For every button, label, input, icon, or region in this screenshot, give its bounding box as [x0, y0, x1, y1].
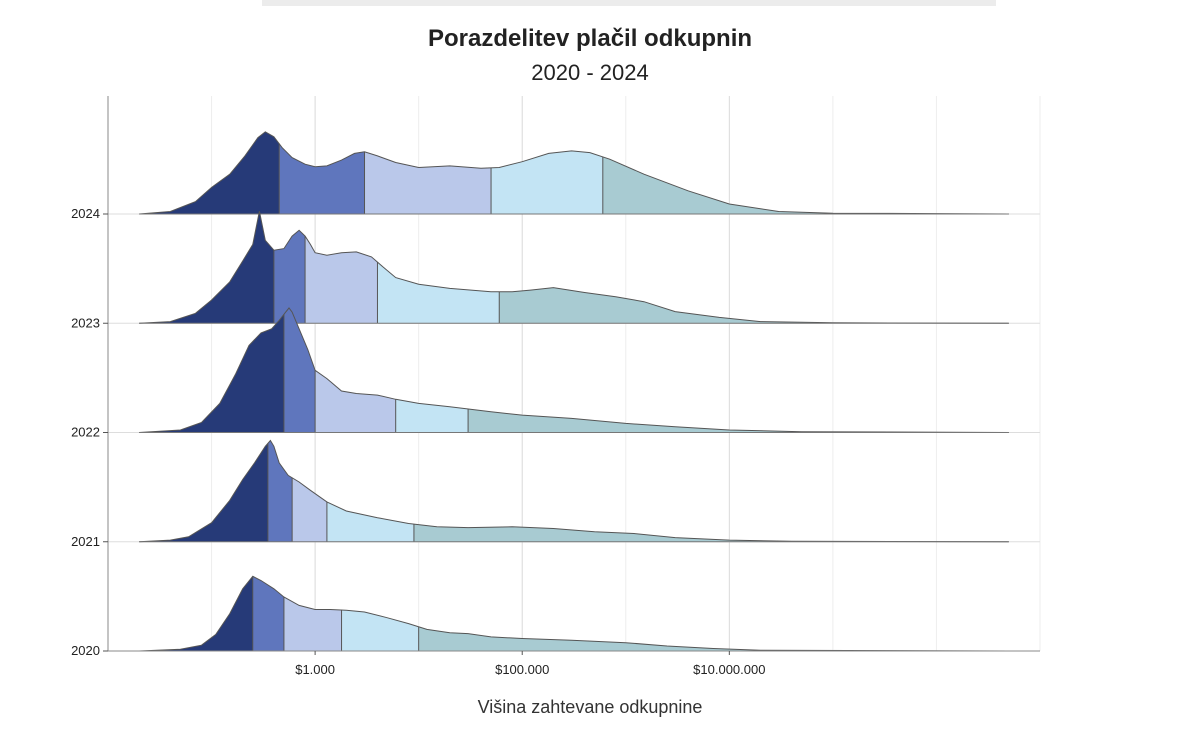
ridge-band	[499, 287, 1009, 324]
ridge-outline	[139, 307, 1009, 433]
ridge-outline	[139, 439, 1009, 543]
chart-subtitle: 2020 - 2024	[531, 60, 648, 85]
ridge-band	[139, 211, 274, 324]
y-tick-label: 2022	[71, 425, 100, 440]
ridge-band	[364, 151, 491, 214]
ridge-band	[413, 524, 1009, 542]
ridge-band	[377, 262, 500, 324]
ridge-band	[283, 597, 342, 651]
x-tick-label: $10.000.000	[693, 662, 765, 677]
ridge-band	[139, 314, 284, 433]
ridge-band	[418, 626, 1009, 651]
ridge-band	[468, 409, 1009, 433]
ridge-band	[602, 156, 1009, 214]
ridge-band	[279, 143, 365, 214]
ridges	[139, 131, 1009, 652]
ridge-band	[341, 610, 419, 651]
ridge-band	[273, 230, 306, 324]
ridge-band	[315, 370, 396, 433]
top-strip	[262, 0, 996, 6]
ridge-band	[491, 150, 603, 214]
ridge-band	[267, 440, 293, 542]
ridge-band	[139, 576, 253, 651]
y-tick-label: 2020	[71, 643, 100, 658]
ridge-outline	[139, 131, 1009, 215]
ridge-band	[395, 399, 469, 433]
ridge-2023	[139, 211, 1009, 324]
ridge-band	[139, 443, 268, 542]
y-tick-label: 2023	[71, 315, 100, 330]
ridge-band	[252, 576, 284, 651]
ridge-2021	[139, 439, 1009, 543]
x-tick-label: $1.000	[295, 662, 335, 677]
ridge-band	[283, 308, 316, 433]
ridge-2020	[139, 575, 1009, 652]
ridge-2024	[139, 131, 1009, 215]
axes: 2024 2023 2022 2021 2020 $1.000 $100.000 $10.00…	[71, 96, 1040, 677]
ridge-band	[292, 477, 327, 542]
ridge-outline	[139, 575, 1009, 652]
x-axis-label: Višina zahtevane odkupnine	[478, 697, 703, 717]
ridge-outline	[139, 211, 1009, 324]
y-tick-label: 2024	[71, 206, 100, 221]
ridge-band	[139, 131, 280, 214]
ridge-band	[305, 236, 378, 324]
x-tick-label: $100.000	[495, 662, 549, 677]
y-tick-label: 2021	[71, 534, 100, 549]
chart-title: Porazdelitev plačil odkupnin	[428, 25, 752, 52]
ridge-2022	[139, 307, 1009, 433]
